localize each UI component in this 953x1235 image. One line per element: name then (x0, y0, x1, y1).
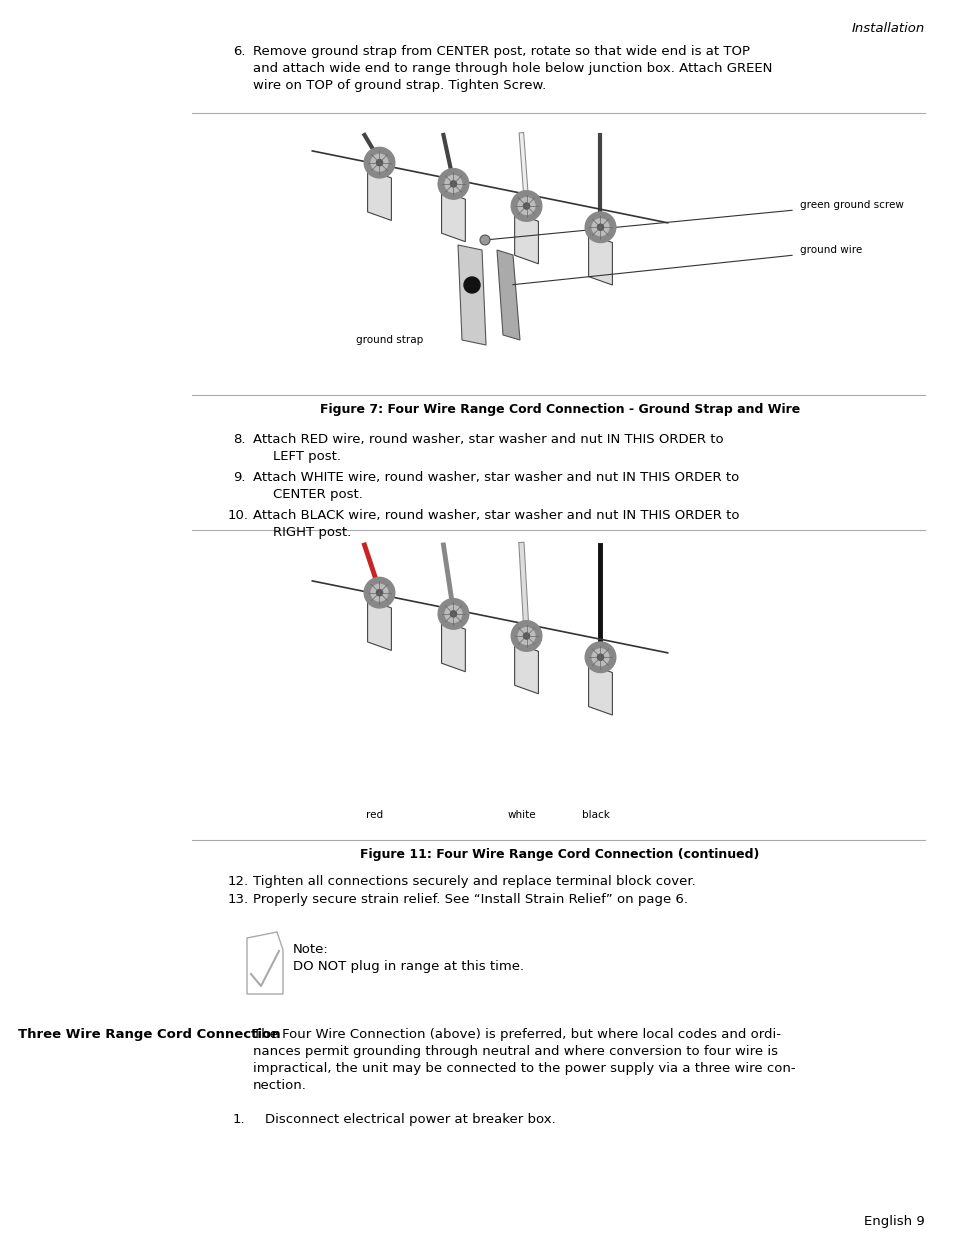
Circle shape (364, 147, 395, 178)
Circle shape (511, 190, 541, 221)
Polygon shape (514, 642, 537, 694)
Text: Installation: Installation (851, 22, 924, 35)
Text: nances permit grounding through neutral and where conversion to four wire is: nances permit grounding through neutral … (253, 1045, 778, 1058)
Circle shape (376, 159, 382, 165)
Text: ground wire: ground wire (800, 245, 862, 254)
Text: 8.: 8. (233, 433, 245, 446)
Circle shape (597, 655, 603, 661)
Polygon shape (367, 169, 391, 221)
Text: white: white (507, 810, 536, 820)
Circle shape (463, 277, 479, 293)
Text: red: red (366, 810, 383, 820)
Text: Remove ground strap from CENTER post, rotate so that wide end is at TOP: Remove ground strap from CENTER post, ro… (253, 44, 749, 58)
Circle shape (364, 577, 395, 608)
Circle shape (444, 605, 461, 622)
Text: DO NOT plug in range at this time.: DO NOT plug in range at this time. (293, 960, 523, 973)
Text: English 9: English 9 (863, 1215, 924, 1228)
Polygon shape (588, 664, 612, 715)
Text: CENTER post.: CENTER post. (273, 488, 362, 501)
Circle shape (592, 648, 608, 666)
Circle shape (437, 599, 468, 629)
Text: 13.: 13. (228, 893, 249, 906)
Polygon shape (441, 621, 465, 672)
Circle shape (376, 589, 382, 595)
Polygon shape (312, 580, 668, 653)
Text: Figure 11: Four Wire Range Cord Connection (continued): Figure 11: Four Wire Range Cord Connecti… (360, 848, 759, 861)
Text: Three Wire Range Cord Connection: Three Wire Range Cord Connection (18, 1028, 280, 1041)
Circle shape (371, 584, 388, 601)
Circle shape (479, 235, 490, 245)
Circle shape (584, 212, 615, 242)
Text: 10.: 10. (228, 509, 249, 522)
Text: nection.: nection. (253, 1079, 307, 1092)
Circle shape (444, 175, 461, 193)
Circle shape (450, 180, 456, 186)
Text: impractical, the unit may be connected to the power supply via a three wire con-: impractical, the unit may be connected t… (253, 1062, 795, 1074)
Circle shape (523, 634, 529, 638)
Polygon shape (588, 235, 612, 285)
Polygon shape (441, 190, 465, 242)
Text: Attach RED wire, round washer, star washer and nut IN THIS ORDER to: Attach RED wire, round washer, star wash… (253, 433, 723, 446)
Circle shape (437, 169, 468, 199)
Polygon shape (367, 599, 391, 651)
Text: Attach BLACK wire, round washer, star washer and nut IN THIS ORDER to: Attach BLACK wire, round washer, star wa… (253, 509, 739, 522)
Text: Note:: Note: (293, 944, 329, 956)
Circle shape (517, 627, 535, 645)
Circle shape (511, 621, 541, 651)
Circle shape (592, 219, 608, 236)
Text: ground strap: ground strap (356, 335, 423, 345)
Polygon shape (514, 212, 537, 264)
Text: Figure 7: Four Wire Range Cord Connection - Ground Strap and Wire: Figure 7: Four Wire Range Cord Connectio… (319, 403, 800, 416)
Circle shape (517, 198, 535, 215)
Text: Attach WHITE wire, round washer, star washer and nut IN THIS ORDER to: Attach WHITE wire, round washer, star wa… (253, 471, 739, 484)
Text: Tighten all connections securely and replace terminal block cover.: Tighten all connections securely and rep… (253, 876, 695, 888)
Circle shape (597, 225, 603, 230)
Text: 6.: 6. (233, 44, 245, 58)
Text: and attach wide end to range through hole below junction box. Attach GREEN: and attach wide end to range through hol… (253, 62, 772, 75)
Text: LEFT post.: LEFT post. (273, 450, 340, 463)
Polygon shape (457, 245, 485, 345)
Circle shape (523, 203, 529, 209)
Polygon shape (312, 151, 668, 224)
Text: black: black (581, 810, 609, 820)
Text: 1.: 1. (233, 1113, 245, 1126)
Polygon shape (247, 932, 283, 994)
Circle shape (371, 154, 388, 172)
Text: 12.: 12. (228, 876, 249, 888)
Text: green ground screw: green ground screw (800, 200, 902, 210)
Text: wire on TOP of ground strap. Tighten Screw.: wire on TOP of ground strap. Tighten Scr… (253, 79, 546, 91)
Text: RIGHT post.: RIGHT post. (273, 526, 351, 538)
Text: The Four Wire Connection (above) is preferred, but where local codes and ordi-: The Four Wire Connection (above) is pref… (253, 1028, 781, 1041)
Text: 9.: 9. (233, 471, 245, 484)
Circle shape (450, 611, 456, 618)
Text: Properly secure strain relief. See “Install Strain Relief” on page 6.: Properly secure strain relief. See “Inst… (253, 893, 687, 906)
Polygon shape (497, 249, 519, 340)
Text: Disconnect electrical power at breaker box.: Disconnect electrical power at breaker b… (265, 1113, 556, 1126)
Circle shape (584, 642, 615, 673)
